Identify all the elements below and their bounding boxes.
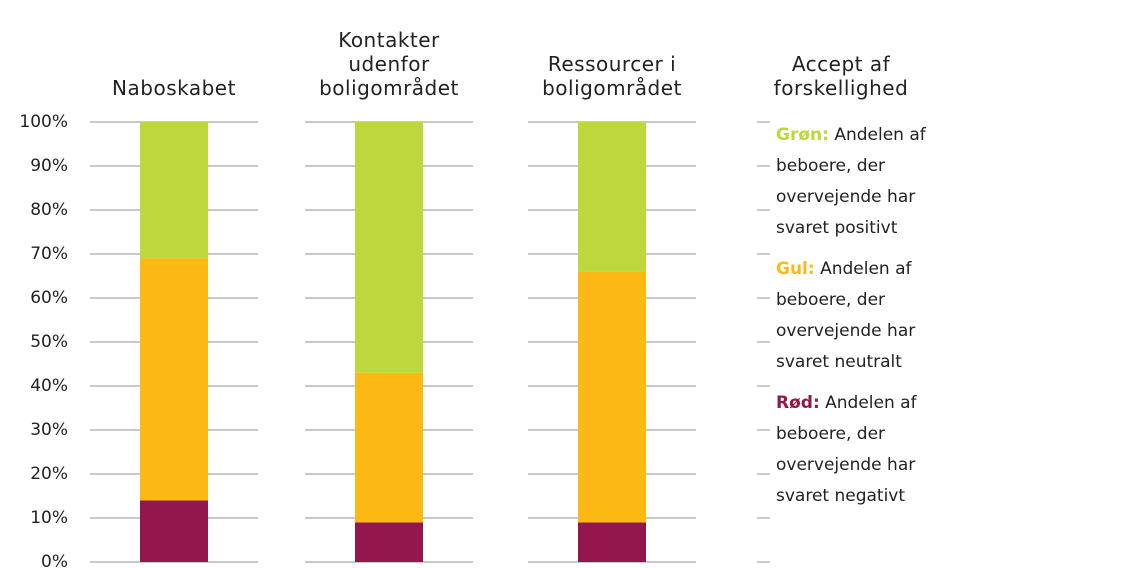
legend-item: Gul: Andelen af beboere, der overvejende… — [776, 254, 941, 378]
legend-text: Andelen af beboere, der overvejende har … — [776, 259, 916, 372]
legend-key: Rød: — [776, 393, 820, 413]
y-tick-label: 90% — [30, 156, 68, 176]
y-tick-label: 80% — [30, 200, 68, 220]
panel-title: Accept af forskellighed — [773, 52, 909, 100]
y-tick-label: 50% — [30, 332, 68, 352]
bar-segment — [140, 258, 208, 501]
y-tick-label: 20% — [30, 464, 68, 484]
bar-segment — [355, 372, 423, 523]
bar-segment — [355, 122, 423, 373]
legend-key: Grøn: — [776, 125, 829, 145]
bar-segment — [578, 271, 646, 523]
bar-segment — [578, 122, 646, 272]
legend-item: Rød: Andelen af beboere, der overvejende… — [776, 388, 941, 512]
chart: 0% 10% 20% 30% 40% 50% 60% 70% 80% 90% 100% — [19, 112, 770, 568]
panel-title: Kontakter udenfor boligområdet — [319, 28, 459, 100]
y-tick-label: 0% — [41, 552, 68, 568]
y-tick-label: 40% — [30, 376, 68, 396]
y-tick-label: 30% — [30, 420, 68, 440]
legend-key: Gul: — [776, 259, 815, 279]
bar-segment — [355, 522, 423, 562]
panel-title: Ressourcer i boligområdet — [542, 52, 682, 100]
y-tick-label: 60% — [30, 288, 68, 308]
legend: Grøn: Andelen af beboere, der overvejend… — [776, 120, 941, 522]
y-tick-label: 100% — [19, 112, 68, 132]
legend-text: Andelen af beboere, der overvejende har … — [776, 393, 917, 506]
bar-segment — [140, 122, 208, 259]
bar-segment — [140, 500, 208, 562]
legend-item: Grøn: Andelen af beboere, der overvejend… — [776, 120, 941, 244]
bar-segment — [578, 522, 646, 562]
y-tick-label: 10% — [30, 508, 68, 528]
panel-title: Naboskabet — [112, 76, 236, 100]
y-tick-label: 70% — [30, 244, 68, 264]
legend-text: Andelen af beboere, der overvejende har … — [776, 125, 926, 238]
